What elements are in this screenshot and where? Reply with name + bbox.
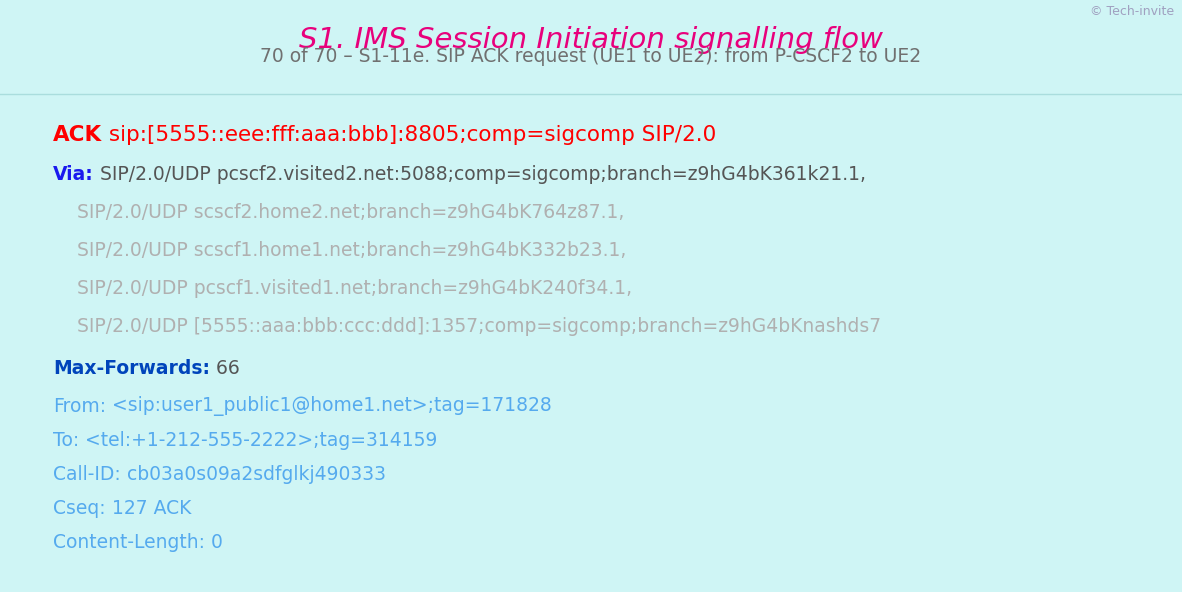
Text: S1. IMS Session Initiation signalling flow: S1. IMS Session Initiation signalling fl…	[299, 25, 883, 54]
Text: sip:[5555::eee:fff:aaa:bbb]:8805;comp=sigcomp SIP/2.0: sip:[5555::eee:fff:aaa:bbb]:8805;comp=si…	[102, 125, 716, 145]
Text: ACK: ACK	[53, 125, 102, 145]
Text: SIP/2.0/UDP scscf1.home1.net;branch=z9hG4bK332b23.1,: SIP/2.0/UDP scscf1.home1.net;branch=z9hG…	[53, 242, 626, 260]
Text: <tel:+1-212-555-2222>;tag=314159: <tel:+1-212-555-2222>;tag=314159	[79, 430, 437, 449]
Text: From:: From:	[53, 397, 106, 416]
Text: SIP/2.0/UDP [5555::aaa:bbb:ccc:ddd]:1357;comp=sigcomp;branch=z9hG4bKnashds7: SIP/2.0/UDP [5555::aaa:bbb:ccc:ddd]:1357…	[53, 317, 881, 336]
Text: 70 of 70 – S1-11e. SIP ACK request (UE1 to UE2): from P-CSCF2 to UE2: 70 of 70 – S1-11e. SIP ACK request (UE1 …	[260, 47, 922, 66]
Text: Via:: Via:	[53, 166, 93, 185]
Text: 66: 66	[210, 359, 240, 378]
Text: Cseq:: Cseq:	[53, 498, 105, 517]
Text: cb03a0s09a2sdfglkj490333: cb03a0s09a2sdfglkj490333	[121, 465, 385, 484]
Text: SIP/2.0/UDP pcscf2.visited2.net:5088;comp=sigcomp;branch=z9hG4bK361k21.1,: SIP/2.0/UDP pcscf2.visited2.net:5088;com…	[93, 166, 865, 185]
Text: <sip:user1_public1@home1.net>;tag=171828: <sip:user1_public1@home1.net>;tag=171828	[106, 396, 552, 416]
Text: Content-Length:: Content-Length:	[53, 532, 204, 552]
Text: SIP/2.0/UDP scscf2.home2.net;branch=z9hG4bK764z87.1,: SIP/2.0/UDP scscf2.home2.net;branch=z9hG…	[53, 204, 624, 223]
Text: Call-ID:: Call-ID:	[53, 465, 121, 484]
Text: © Tech-invite: © Tech-invite	[1090, 5, 1174, 18]
Text: To:: To:	[53, 430, 79, 449]
Text: Max-Forwards:: Max-Forwards:	[53, 359, 210, 378]
Text: SIP/2.0/UDP pcscf1.visited1.net;branch=z9hG4bK240f34.1,: SIP/2.0/UDP pcscf1.visited1.net;branch=z…	[53, 279, 632, 298]
Text: 127 ACK: 127 ACK	[105, 498, 191, 517]
Text: 0: 0	[204, 532, 223, 552]
